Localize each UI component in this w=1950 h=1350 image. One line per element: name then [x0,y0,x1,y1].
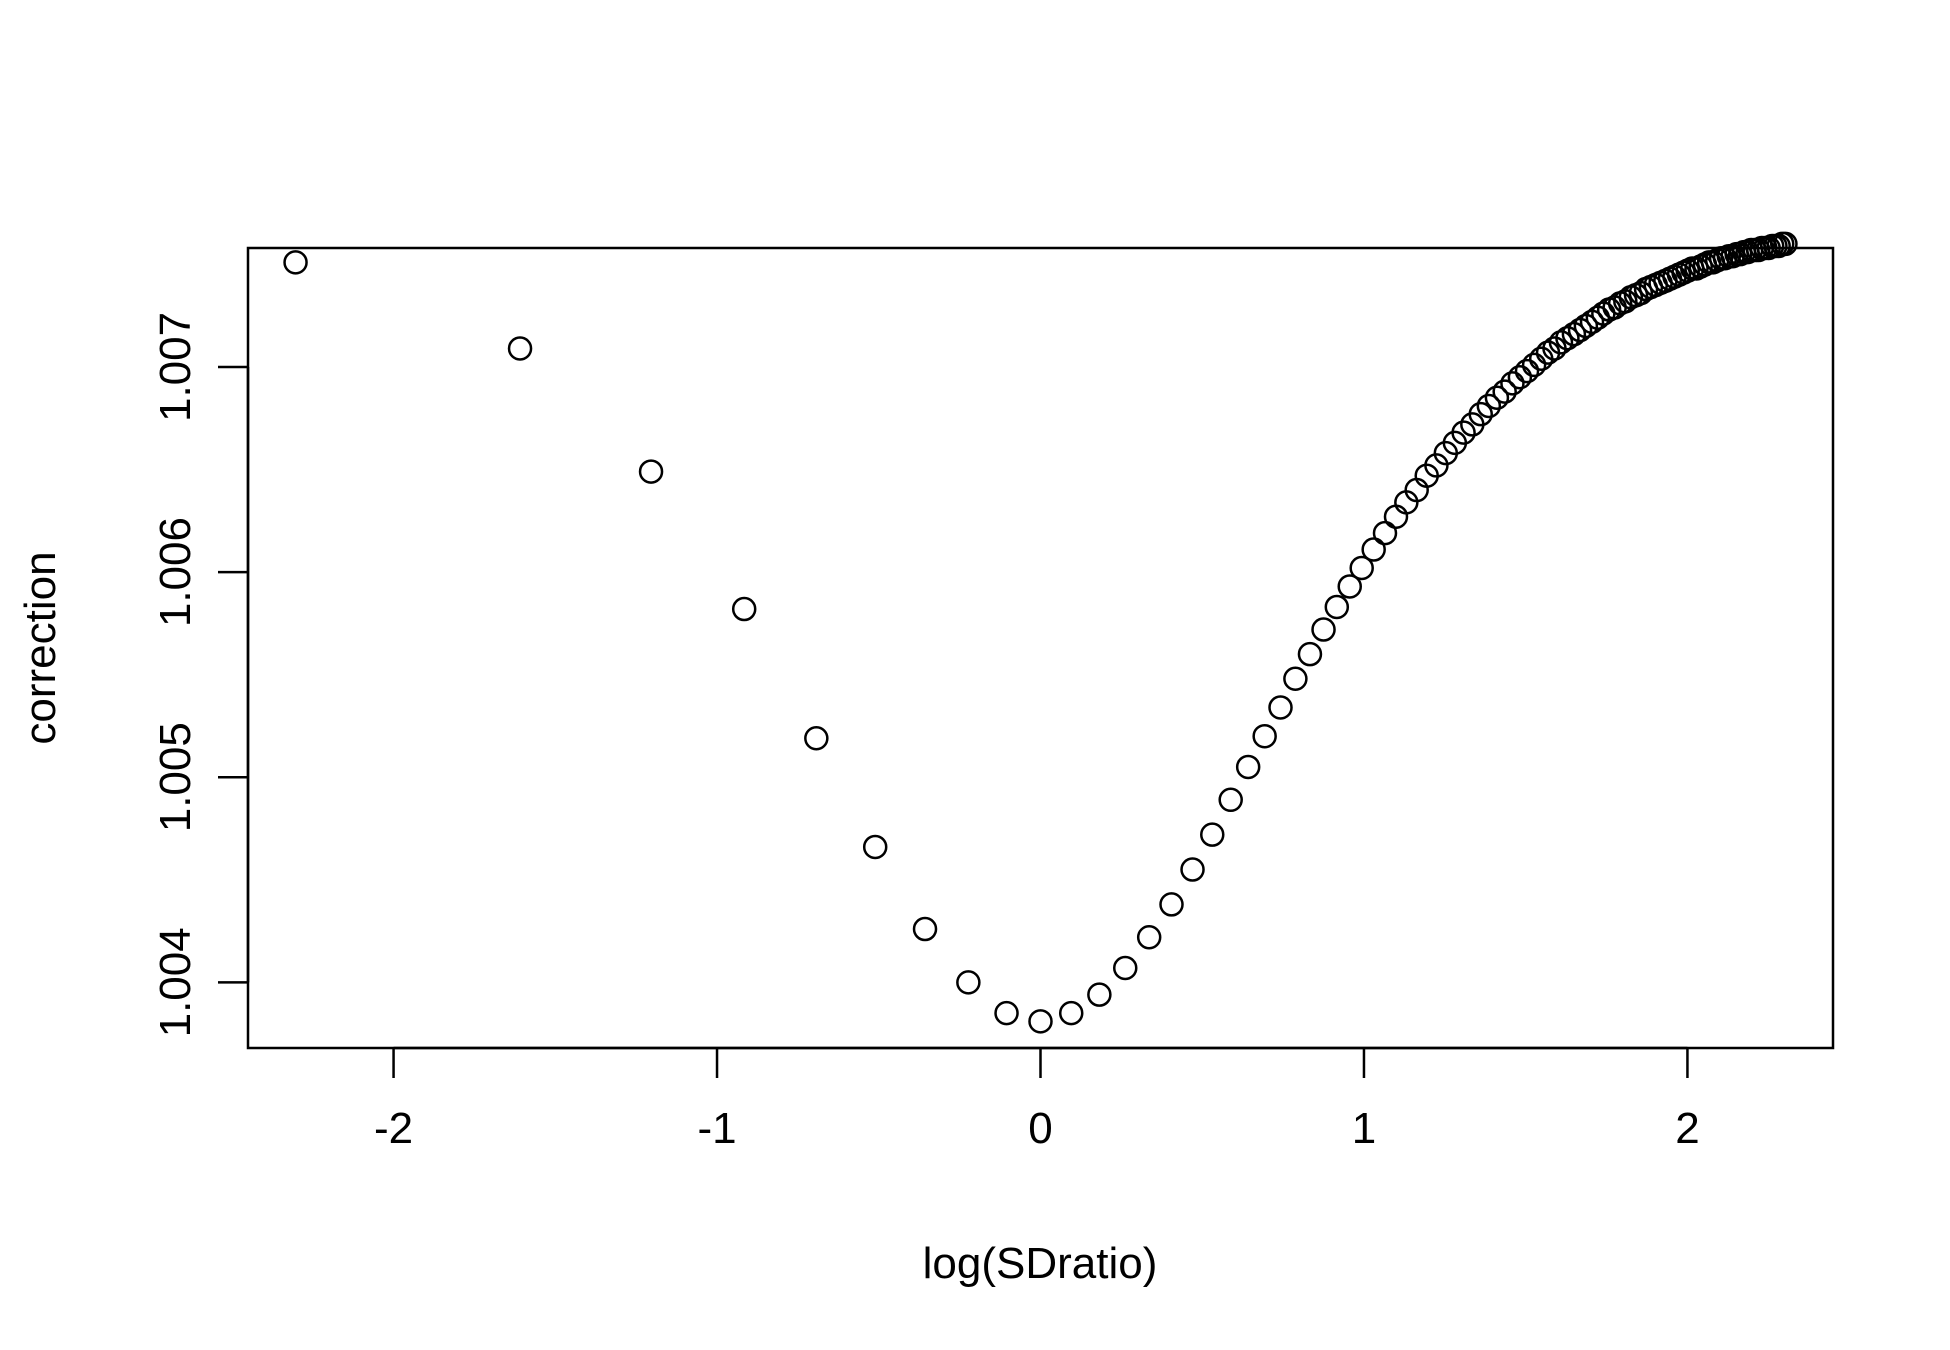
data-point [1500,371,1525,396]
data-point [1773,231,1798,257]
data-point [1324,594,1350,620]
data-point [994,1000,1019,1026]
data-point [1521,352,1547,378]
data-point [731,596,757,622]
data-point [1268,695,1293,720]
data-point [1159,892,1184,917]
y-tick-label: 1.006 [151,517,200,627]
x-tick-label: 1 [1352,1104,1376,1153]
x-axis-label: log(SDratio) [923,1239,1158,1288]
data-point [1561,321,1587,347]
data-point [1297,641,1323,667]
data-points [283,231,1798,1034]
data-point [1567,317,1593,343]
y-tick-label: 1.005 [151,722,200,832]
x-tick-label: -2 [374,1104,413,1153]
data-point [1424,453,1449,478]
y-axis-label: correction [16,551,65,744]
data-point [1361,537,1386,562]
data-point [804,726,829,751]
data-point [1484,385,1510,410]
data-point [1136,924,1162,950]
data-point [1252,723,1277,749]
y-tick-label: 1.004 [151,927,200,1037]
data-point [1218,787,1243,813]
data-point [1200,822,1225,847]
data-point [507,336,533,361]
data-point [1112,955,1138,981]
data-point [1383,504,1409,529]
data-point [1573,313,1599,339]
data-point [862,834,888,860]
data-point [1180,857,1205,882]
data-point [1087,982,1112,1007]
data-point [956,970,981,995]
data-point [1349,555,1374,581]
x-axis: -2 -1 0 1 2 [374,1046,1700,1153]
data-point [1492,379,1517,404]
y-tick-label: 1.007 [151,312,200,422]
x-tick-label: -1 [697,1104,736,1153]
plot-frame [246,246,1835,1050]
data-point [1337,574,1362,599]
data-point [1548,330,1574,355]
data-point [1283,666,1308,692]
data-point [283,250,308,275]
x-tick-label: 2 [1675,1104,1699,1153]
data-point [1476,393,1502,419]
data-point [912,916,938,942]
data-point [1468,401,1493,427]
y-axis: 1.004 1.005 1.006 1.007 [151,312,250,1037]
data-point [1235,754,1261,780]
data-point [1372,520,1398,546]
data-point [1028,1009,1053,1034]
data-point [1058,1000,1084,1026]
data-point [1451,420,1476,445]
data-point [1555,326,1580,351]
x-tick-label: 0 [1028,1104,1052,1153]
data-point [1507,364,1533,390]
data-point [638,459,664,484]
data-point [1514,358,1540,384]
data-point [1311,617,1336,642]
